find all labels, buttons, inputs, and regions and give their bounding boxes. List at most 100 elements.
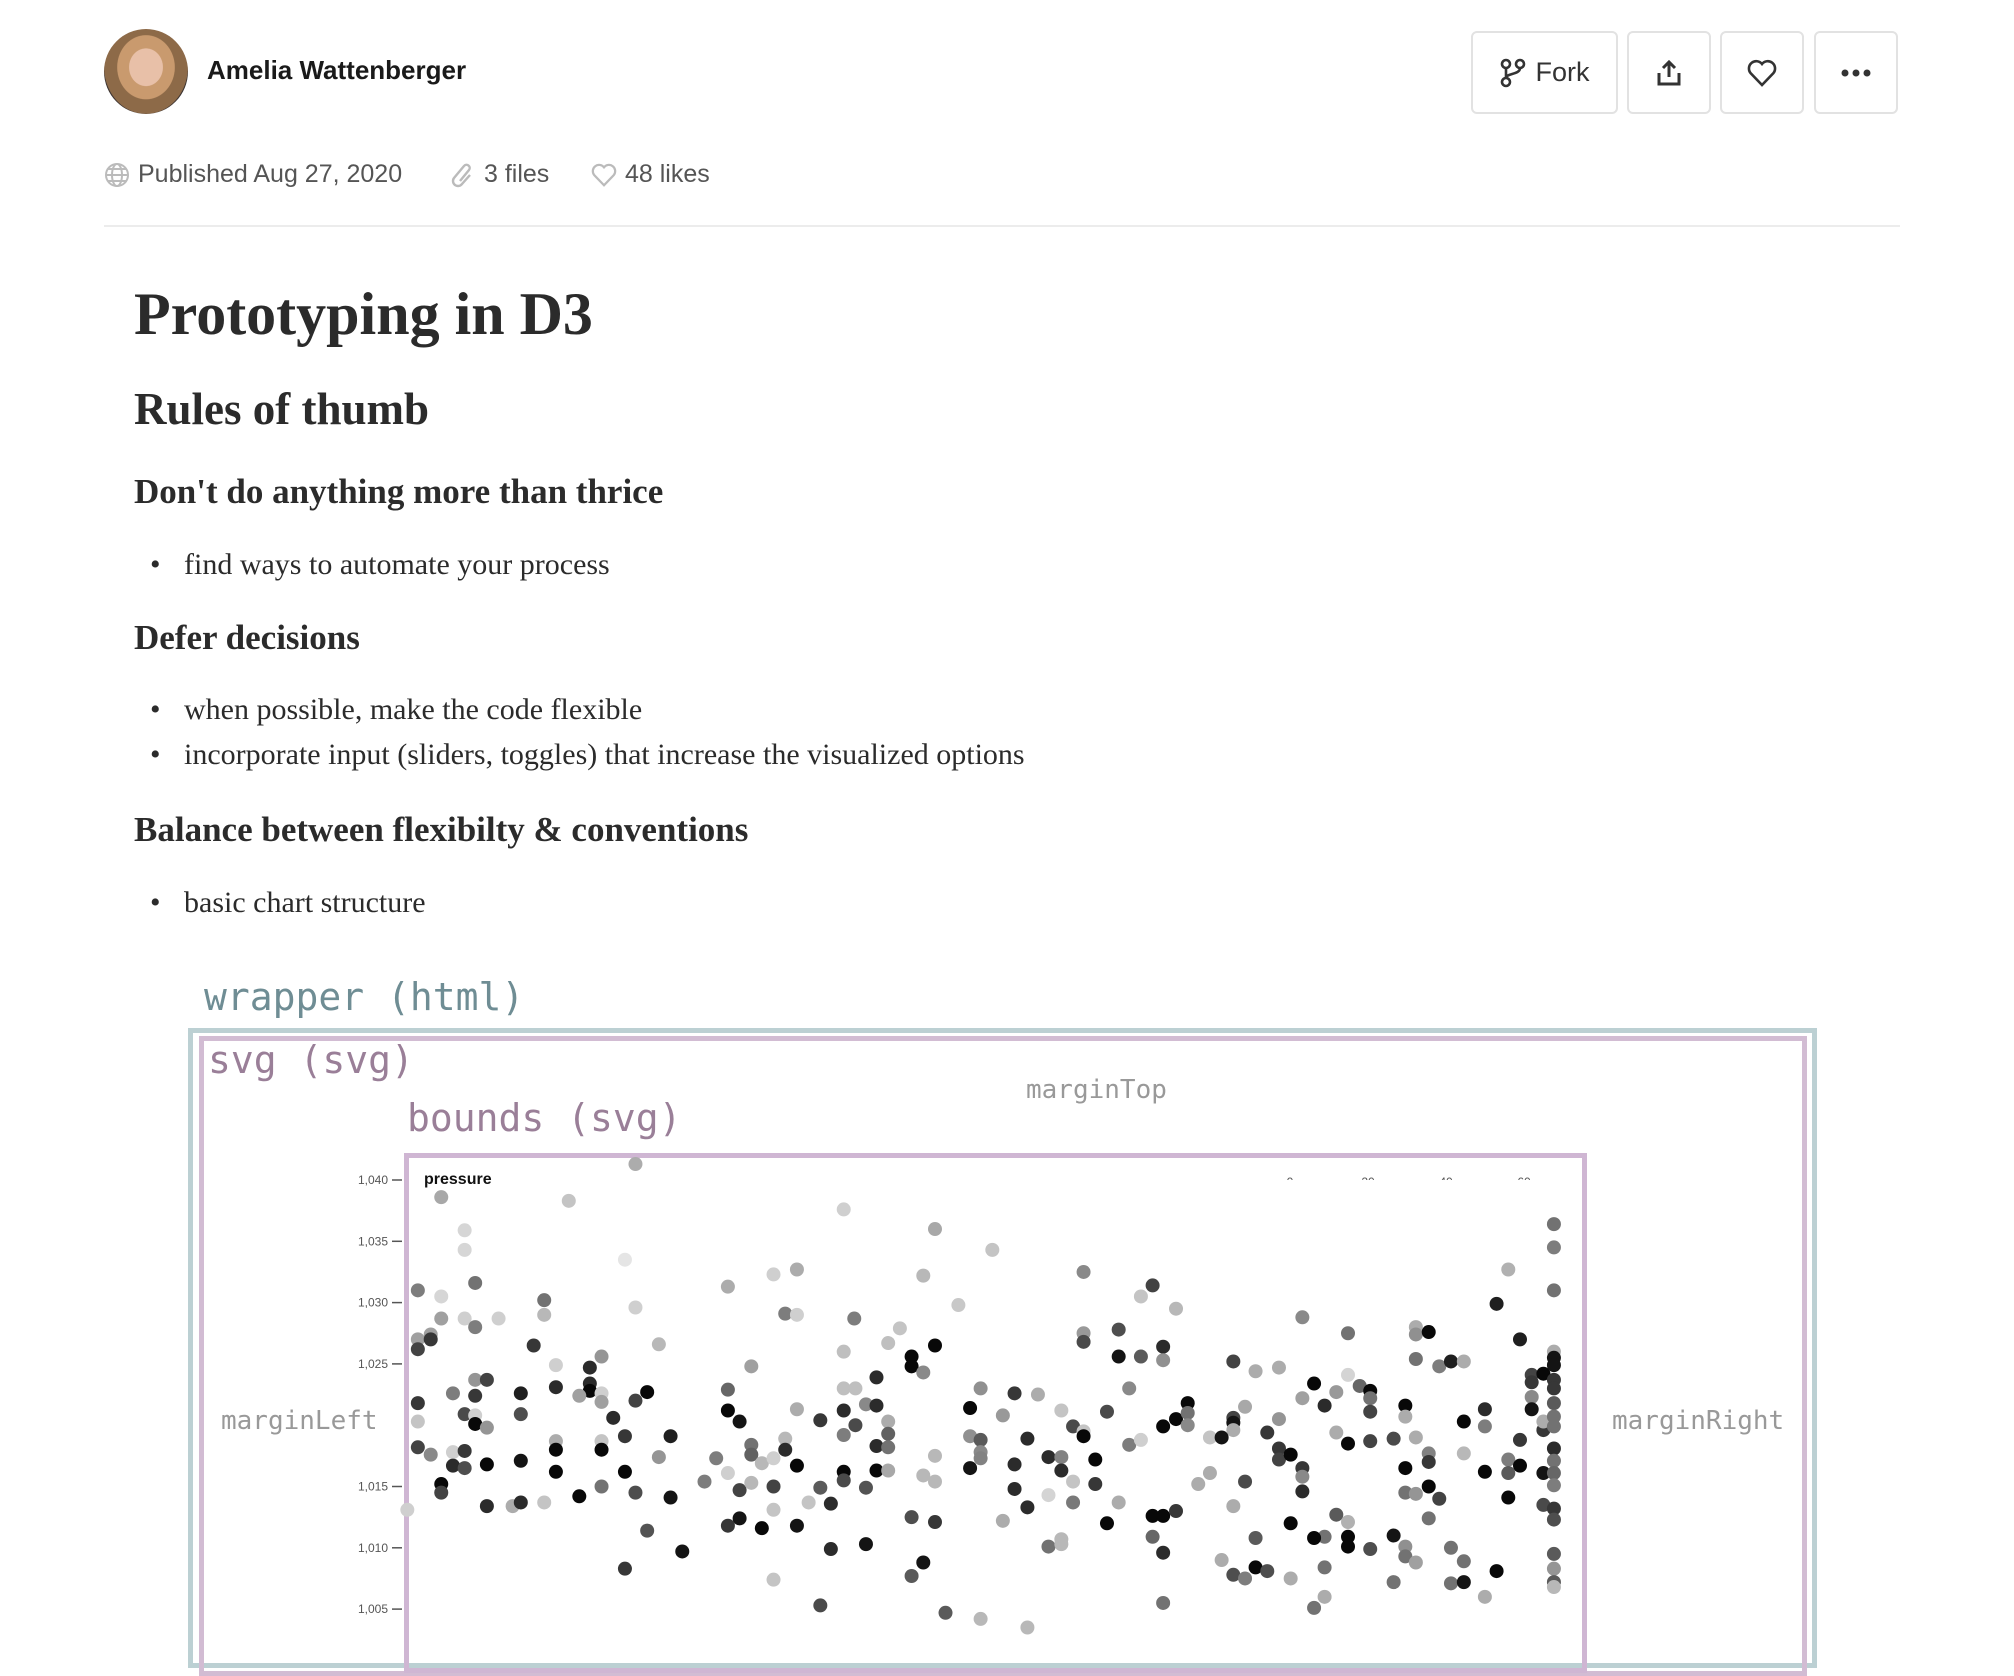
scatter-point (1238, 1399, 1253, 1414)
scatter-point (881, 1426, 896, 1441)
scatter-point (1054, 1463, 1069, 1478)
scatter-point (1066, 1474, 1081, 1489)
scatter-point (1512, 1458, 1527, 1473)
paperclip-icon (451, 163, 471, 187)
file-count[interactable]: 3 files (450, 160, 549, 189)
scatter-point (479, 1499, 494, 1514)
scatter-point (617, 1252, 632, 1267)
scatter-point (1202, 1466, 1217, 1481)
scatter-point (1398, 1409, 1413, 1424)
scatter-point (916, 1555, 931, 1570)
scatter-point (697, 1474, 712, 1489)
scatter-point (1111, 1322, 1126, 1337)
scatter-point (1512, 1332, 1527, 1347)
scatter-point (548, 1464, 563, 1479)
fork-button[interactable]: Fork (1471, 31, 1618, 114)
scatter-point (1363, 1404, 1378, 1419)
scatter-point (400, 1502, 415, 1517)
scatter-point (1122, 1437, 1137, 1452)
scatter-point (663, 1429, 678, 1444)
color-legend-tick: 0 (1287, 1175, 1294, 1189)
scatter-point (1477, 1589, 1492, 1604)
scatter-point (1501, 1452, 1516, 1467)
scatter-point (1408, 1430, 1423, 1445)
scatter-point (1260, 1564, 1275, 1579)
scatter-point (1489, 1296, 1504, 1311)
scatter-point (801, 1495, 816, 1510)
scatter-point (963, 1429, 978, 1444)
scatter-point (720, 1382, 735, 1397)
scatter-point (869, 1439, 884, 1454)
scatter-point (468, 1372, 483, 1387)
scatter-point (709, 1451, 724, 1466)
scatter-point (628, 1393, 643, 1408)
scatter-point (1432, 1491, 1447, 1506)
bounds-label: bounds (svg) (407, 1096, 682, 1140)
scatter-point (836, 1202, 851, 1217)
scatter-point (1408, 1327, 1423, 1342)
scatter-point (1408, 1351, 1423, 1366)
author-avatar[interactable] (104, 29, 188, 114)
like-count[interactable]: 48 likes (591, 160, 710, 189)
section-heading: Balance between flexibilty & conventions (134, 810, 749, 849)
scatter-point (1352, 1378, 1367, 1393)
scatter-point (1295, 1469, 1310, 1484)
scatter-point (1307, 1376, 1322, 1391)
author-name[interactable]: Amelia Wattenberger (207, 55, 467, 85)
scatter-point (1169, 1504, 1184, 1519)
scatter-point (548, 1442, 563, 1457)
scatter-point (1341, 1436, 1355, 1451)
scatter-point (754, 1521, 769, 1536)
fork-label: Fork (1535, 57, 1590, 87)
scatter-point (445, 1386, 460, 1401)
scatter-point (1329, 1507, 1344, 1522)
share-button[interactable] (1627, 31, 1711, 114)
scatter-point (1156, 1353, 1171, 1368)
scatter-point (1432, 1359, 1447, 1374)
scatter-point (766, 1267, 781, 1282)
scatter-point (617, 1561, 632, 1576)
scatter-point (617, 1464, 632, 1479)
scatter-point (1317, 1560, 1332, 1575)
more-options-button[interactable] (1814, 31, 1898, 114)
y-tick-label: 1,030 (358, 1296, 388, 1310)
scatter-point (1398, 1398, 1413, 1413)
scatter-point (468, 1320, 483, 1335)
git-fork-icon (1500, 58, 1525, 87)
scatter-point (1317, 1529, 1332, 1544)
scatter-point (858, 1397, 873, 1412)
y-tick-label: 1,005 (358, 1602, 388, 1616)
scatter-point (651, 1337, 666, 1352)
scatter-point (1546, 1283, 1561, 1298)
scatter-point (572, 1489, 587, 1504)
scatter-point (582, 1383, 597, 1398)
scatter-point (1363, 1391, 1378, 1406)
scatter-point (847, 1311, 862, 1326)
scatter-point (1007, 1457, 1022, 1472)
scatter-point (973, 1611, 988, 1626)
like-button[interactable] (1720, 31, 1804, 114)
scatter-point (1145, 1508, 1160, 1523)
scatter-point (479, 1372, 494, 1387)
y-tick-label: 1,010 (358, 1541, 388, 1555)
scatter-point (1386, 1528, 1401, 1543)
color-legend-tick: 20 (1361, 1175, 1375, 1189)
scatter-point (1408, 1486, 1423, 1501)
scatter-point (1546, 1409, 1561, 1424)
scatter-point (1180, 1396, 1195, 1411)
scatter-point (973, 1451, 988, 1466)
y-tick-label: 1,040 (358, 1173, 388, 1187)
scatter-point (789, 1307, 804, 1322)
scatter-point (434, 1190, 449, 1205)
scatter-point (1156, 1595, 1171, 1610)
scatter-point (1363, 1542, 1378, 1557)
scatter-point (1066, 1495, 1081, 1510)
scatter-point (789, 1262, 804, 1277)
scatter-point (1398, 1539, 1413, 1554)
scatter-point (1020, 1500, 1035, 1515)
scatter-point (1546, 1512, 1561, 1527)
scatter-point (468, 1275, 483, 1290)
scatter-point (1191, 1477, 1206, 1492)
scatter-point (1512, 1432, 1527, 1447)
scatter-point (1214, 1430, 1229, 1445)
